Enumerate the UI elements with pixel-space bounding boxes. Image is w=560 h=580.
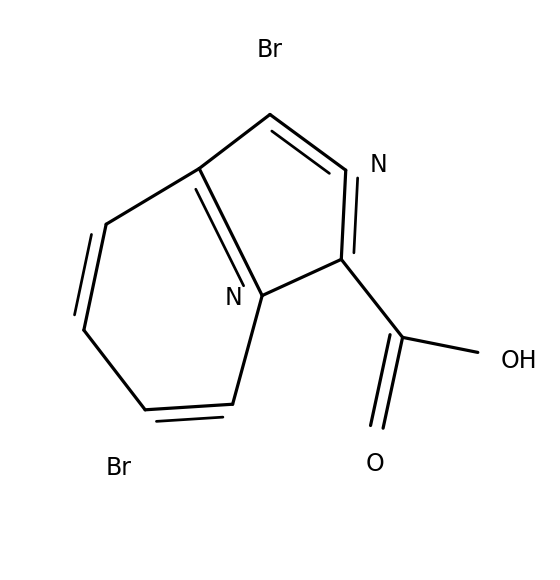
Text: N: N [369, 153, 387, 177]
Text: OH: OH [501, 349, 537, 372]
Text: N: N [225, 287, 242, 310]
Text: Br: Br [106, 456, 132, 480]
Text: Br: Br [256, 38, 282, 63]
Text: O: O [366, 452, 385, 476]
